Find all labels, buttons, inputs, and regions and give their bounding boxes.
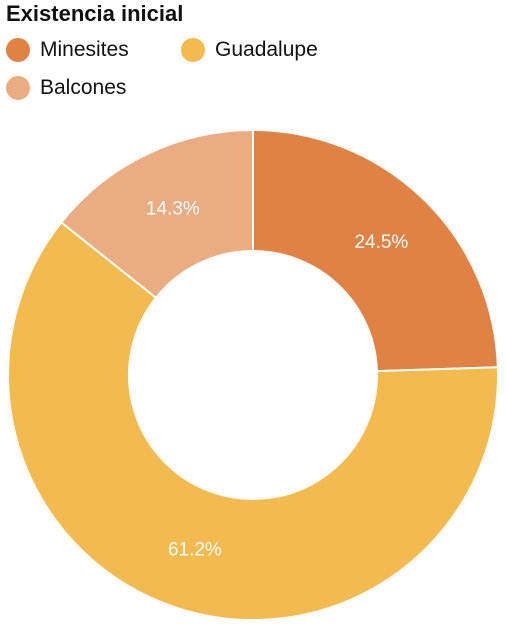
slice-label-balcones: 14.3% — [146, 198, 200, 219]
legend-label-balcones: Balcones — [40, 76, 127, 99]
legend-item-guadalupe[interactable]: Guadalupe — [181, 38, 318, 62]
slice-label-guadalupe: 61.2% — [168, 540, 222, 561]
legend-item-balcones[interactable]: Balcones — [6, 76, 126, 100]
legend-label-minesites: Minesites — [40, 38, 129, 61]
slice-guadalupe[interactable] — [7, 221, 499, 621]
legend-swatch-guadalupe — [181, 38, 205, 62]
chart-title: Existencia inicial — [6, 1, 184, 26]
legend-swatch-minesites — [6, 38, 30, 62]
legend-swatch-balcones — [6, 76, 30, 100]
legend-label-guadalupe: Guadalupe — [215, 38, 318, 61]
slice-label-minesites: 24.5% — [354, 232, 408, 253]
legend-item-minesites[interactable]: Minesites — [6, 38, 129, 62]
slice-balcones[interactable] — [59, 128, 254, 300]
slice-minesites[interactable] — [252, 128, 499, 373]
